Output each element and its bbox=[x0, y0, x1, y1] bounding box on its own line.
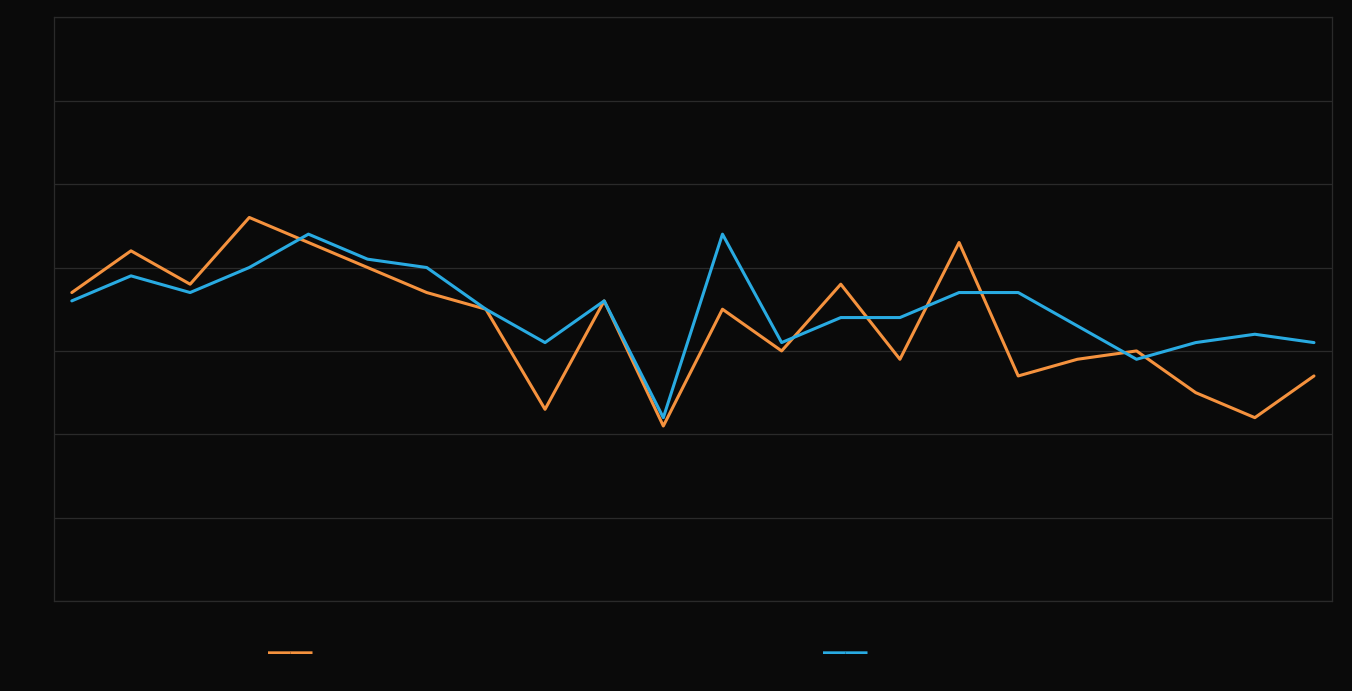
Text: ――: ―― bbox=[269, 643, 312, 663]
Text: ――: ―― bbox=[823, 643, 867, 663]
